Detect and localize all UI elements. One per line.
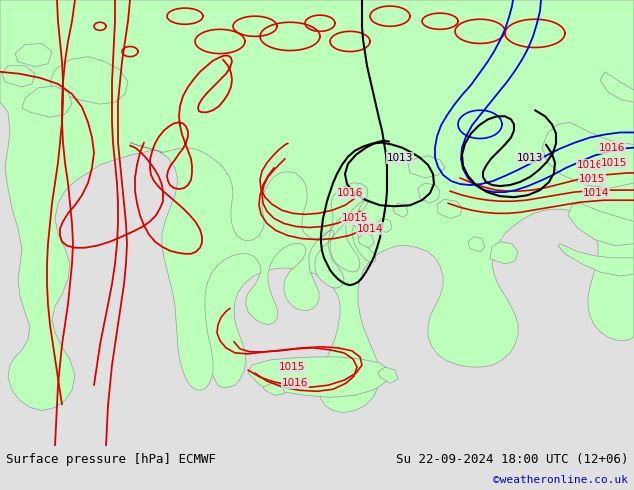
Polygon shape bbox=[358, 234, 374, 248]
Polygon shape bbox=[378, 367, 398, 383]
Polygon shape bbox=[376, 219, 392, 233]
Text: 1014: 1014 bbox=[583, 188, 609, 198]
Polygon shape bbox=[568, 203, 634, 245]
Text: 1015: 1015 bbox=[601, 158, 627, 168]
Text: 1016: 1016 bbox=[281, 378, 308, 388]
Text: 1016: 1016 bbox=[577, 160, 603, 170]
Polygon shape bbox=[263, 383, 285, 395]
Text: 1016: 1016 bbox=[337, 188, 363, 198]
Polygon shape bbox=[50, 57, 128, 104]
Polygon shape bbox=[248, 357, 390, 397]
Polygon shape bbox=[558, 244, 634, 276]
Polygon shape bbox=[600, 72, 634, 102]
Polygon shape bbox=[15, 44, 52, 67]
Polygon shape bbox=[437, 199, 462, 219]
Text: 1013: 1013 bbox=[517, 153, 543, 163]
Text: 1015: 1015 bbox=[579, 174, 605, 184]
Polygon shape bbox=[542, 122, 634, 188]
Text: 1015: 1015 bbox=[342, 214, 368, 223]
Text: ©weatheronline.co.uk: ©weatheronline.co.uk bbox=[493, 475, 628, 485]
Text: 1013: 1013 bbox=[387, 153, 413, 163]
Text: 1015: 1015 bbox=[279, 362, 305, 372]
Polygon shape bbox=[408, 156, 445, 178]
Polygon shape bbox=[468, 237, 485, 252]
Polygon shape bbox=[0, 0, 634, 413]
Polygon shape bbox=[490, 242, 518, 264]
Text: Surface pressure [hPa] ECMWF: Surface pressure [hPa] ECMWF bbox=[6, 453, 216, 466]
Polygon shape bbox=[130, 143, 376, 391]
Text: 1014: 1014 bbox=[357, 223, 383, 234]
Polygon shape bbox=[2, 66, 35, 87]
Text: 1016: 1016 bbox=[598, 143, 625, 152]
Text: Su 22-09-2024 18:00 UTC (12+06): Su 22-09-2024 18:00 UTC (12+06) bbox=[396, 453, 628, 466]
Polygon shape bbox=[22, 86, 72, 117]
Polygon shape bbox=[393, 203, 408, 218]
Polygon shape bbox=[418, 183, 440, 203]
Polygon shape bbox=[348, 213, 364, 227]
